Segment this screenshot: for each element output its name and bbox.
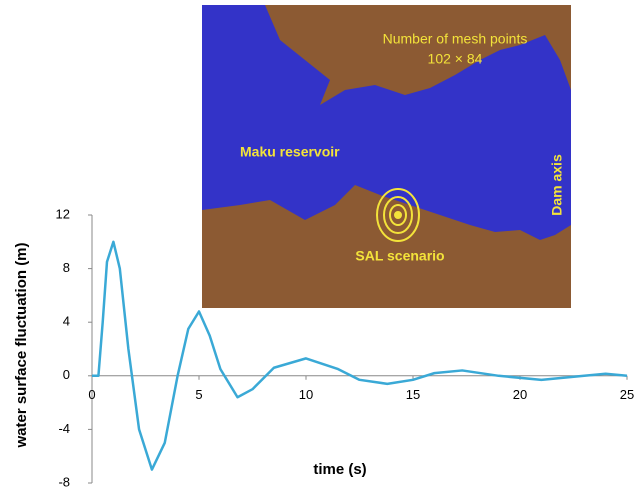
inset-text: 102 × 84 <box>428 51 483 67</box>
scenario-rings <box>376 188 420 242</box>
x-tick-label: 25 <box>620 387 634 402</box>
x-tick-label: 15 <box>406 387 420 402</box>
map-reservoir <box>202 5 571 240</box>
inset-text: SAL scenario <box>355 248 444 264</box>
y-tick-label: 4 <box>63 314 70 329</box>
inset-map: Number of mesh points 102 × 84 Maku rese… <box>202 5 571 308</box>
inset-text: Maku reservoir <box>240 144 340 160</box>
x-tick-label: 0 <box>88 387 95 402</box>
x-tick-label: 5 <box>195 387 202 402</box>
y-tick-label: -8 <box>58 474 70 489</box>
y-tick-label: 12 <box>56 206 70 221</box>
x-axis-label: time (s) <box>313 461 366 478</box>
inset-text: Dam axis <box>549 154 565 216</box>
x-tick-label: 10 <box>299 387 313 402</box>
y-tick-label: 8 <box>63 260 70 275</box>
x-tick-label: 20 <box>513 387 527 402</box>
y-tick-label: 0 <box>63 367 70 382</box>
y-tick-label: -4 <box>58 421 70 436</box>
inset-text: Number of mesh points <box>383 31 528 47</box>
y-axis-label: water surface fluctuation (m) <box>13 242 30 448</box>
data-line <box>92 240 628 471</box>
